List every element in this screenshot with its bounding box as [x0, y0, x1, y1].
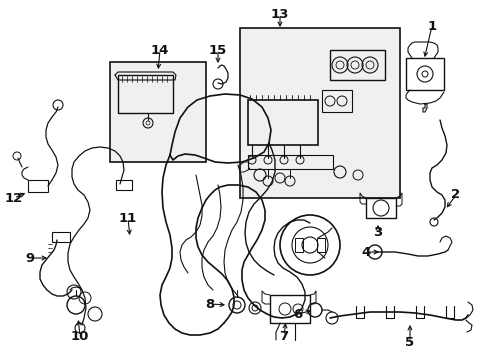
Bar — [240, 28, 399, 198]
Bar — [269, 295, 309, 323]
Bar — [52, 232, 70, 242]
Bar — [294, 238, 303, 252]
Text: 1: 1 — [427, 19, 436, 32]
Text: 11: 11 — [119, 211, 137, 225]
Text: 3: 3 — [373, 225, 382, 238]
Text: 5: 5 — [405, 336, 414, 348]
Text: 7: 7 — [279, 329, 288, 342]
Text: 6: 6 — [293, 307, 302, 320]
Bar — [329, 50, 384, 80]
Bar — [365, 198, 395, 218]
Bar — [28, 180, 48, 192]
Text: 10: 10 — [71, 329, 89, 342]
Bar — [247, 100, 317, 145]
Bar — [110, 62, 205, 162]
Text: 9: 9 — [25, 252, 35, 265]
Text: 15: 15 — [208, 44, 226, 57]
Bar — [247, 155, 332, 169]
Bar — [118, 75, 173, 113]
Bar — [321, 90, 351, 112]
Text: 4: 4 — [361, 246, 370, 258]
Text: 13: 13 — [270, 8, 288, 21]
Bar — [405, 58, 443, 90]
Bar — [316, 238, 325, 252]
Text: 8: 8 — [205, 297, 214, 310]
Text: 2: 2 — [450, 189, 460, 202]
Text: 12: 12 — [5, 192, 23, 204]
Text: 14: 14 — [150, 44, 169, 57]
Bar — [116, 180, 132, 190]
